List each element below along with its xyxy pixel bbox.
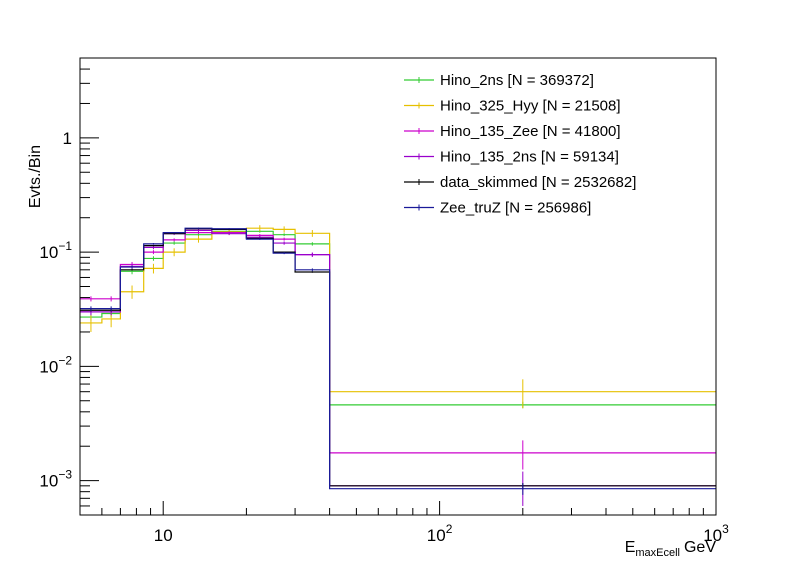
legend-item: Hino_2ns [N = 369372] xyxy=(404,72,594,89)
y-tick-base: 10 xyxy=(39,243,58,262)
legend: Hino_2ns [N = 369372] Hino_325_Hyy [N = 2… xyxy=(404,72,636,217)
plot-frame xyxy=(79,57,717,516)
series-Zee_truZ xyxy=(80,227,716,495)
x-axis-title-sub: maxEcell xyxy=(635,547,680,559)
x-tick-label: 103 xyxy=(703,522,729,545)
series-layer xyxy=(80,225,716,506)
legend-label: Hino_135_Zee [N = 41800] xyxy=(440,123,621,140)
y-tick-base: 10 xyxy=(39,472,58,491)
legend-label: Hino_135_2ns [N = 59134] xyxy=(440,149,619,166)
x-tick-exponent: 3 xyxy=(722,522,729,536)
legend-label: Hino_325_Hyy [N = 21508] xyxy=(440,98,621,115)
y-tick-label: 10−3 xyxy=(39,468,72,491)
x-axis-title: EmaxEcell GeV xyxy=(625,539,717,559)
legend-label: Hino_2ns [N = 369372] xyxy=(440,72,594,89)
y-axis-title: Evts./Bin xyxy=(27,145,44,208)
y-tick-base: 10 xyxy=(39,357,58,376)
x-tick-base: 10 xyxy=(703,526,722,545)
y-tick-label: 10−2 xyxy=(39,353,72,376)
legend-item: data_skimmed [N = 2532682] xyxy=(404,174,636,191)
y-tick-base: 1 xyxy=(63,129,72,148)
x-axis-title-main: E xyxy=(625,539,636,556)
y-tick-exponent: −2 xyxy=(58,353,72,367)
y-tick-exponent: −3 xyxy=(58,468,72,482)
y-tick-label: 10−1 xyxy=(39,239,72,262)
series-step-line xyxy=(80,229,716,487)
x-axis-title-unit: GeV xyxy=(684,539,716,556)
x-tick-label: 10 xyxy=(154,526,173,545)
y-tick-label: 1 xyxy=(63,129,72,148)
legend-item: Hino_325_Hyy [N = 21508] xyxy=(404,98,621,115)
series-step-line xyxy=(80,227,716,490)
legend-item: Zee_truZ [N = 256986] xyxy=(404,200,591,217)
legend-item: Hino_135_2ns [N = 59134] xyxy=(404,149,619,166)
x-tick-label: 102 xyxy=(427,522,453,545)
x-tick-base: 10 xyxy=(427,526,446,545)
y-tick-exponent: −1 xyxy=(58,239,72,253)
x-tick-base: 10 xyxy=(154,526,173,545)
legend-label: data_skimmed [N = 2532682] xyxy=(440,174,636,191)
legend-label: Zee_truZ [N = 256986] xyxy=(440,200,591,217)
axis-ticks xyxy=(79,57,717,516)
x-tick-exponent: 2 xyxy=(446,522,453,536)
legend-item: Hino_135_Zee [N = 41800] xyxy=(404,123,621,140)
